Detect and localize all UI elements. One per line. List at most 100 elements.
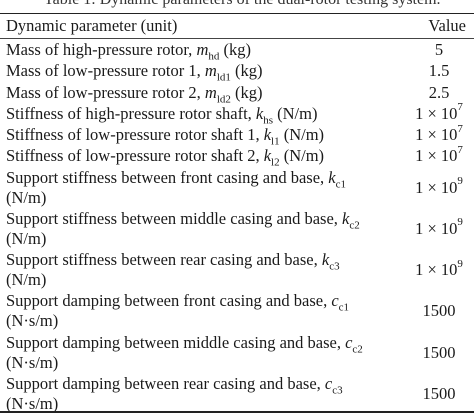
param-unit-line: (N·s/m) [6,311,59,331]
header-param: Dynamic parameter (unit) [6,16,178,35]
param-text: Support damping between rear casing and … [6,373,321,393]
symbol-letter: k [321,250,330,270]
param-symbol: kc3 [321,250,340,272]
param-symbol: cc3 [324,373,343,396]
param-unit-line: (N·s/m) [6,352,59,372]
table-body: Mass of high-pressure rotor, mhd (kg) 5 Ma… [0,39,474,414]
table-row: Support stiffness between rear casing an… [0,249,474,290]
param-cell: Support stiffness between front casing a… [6,168,346,208]
param-symbol: khs [255,103,274,127]
param-text: Stiffness of low-pressure rotor shaft 1, [6,125,260,145]
symbol-letter: c [331,291,339,311]
symbol-letter: k [255,103,264,123]
param-symbol: mhd [196,40,220,63]
value-cell: 1 × 109 [404,216,474,239]
param-cell: Support damping between middle casing an… [6,333,363,373]
symbol-letter: m [204,61,217,81]
param-line: Stiffness of high-pressure rotor shaft, … [6,103,317,127]
value-text: 1 × 10 [415,218,458,238]
param-cell: Support damping between front casing and… [6,291,349,331]
value-exponent: 9 [457,216,463,229]
symbol-subscript: hd [208,50,220,63]
value-exponent: 7 [457,122,463,135]
table-row: Stiffness of low-pressure rotor shaft 1,… [0,122,474,148]
symbol-subscript: ld1 [216,71,231,84]
param-cell: Stiffness of low-pressure rotor shaft 2,… [6,146,325,168]
param-text: Support stiffness between middle casing … [6,208,338,228]
value-cell: 1 × 107 [404,101,474,124]
value-text: 5 [434,40,444,59]
param-symbol: kl1 [264,125,280,148]
param-line: Support damping between middle casing an… [6,332,363,355]
value-exponent: 7 [457,101,463,114]
param-symbol: mld2 [205,83,231,105]
table-caption: Table 1: Dynamic parameters of the dual-… [44,0,441,9]
param-unit-line: (N/m) [6,228,47,248]
param-line: Stiffness of low-pressure rotor shaft 2,… [6,146,325,168]
value-exponent: 7 [457,143,463,156]
symbol-letter: c [324,373,333,393]
param-line: Mass of high-pressure rotor, mhd (kg) [6,40,251,63]
value-cell: 1 × 109 [404,175,474,198]
table-row: Mass of high-pressure rotor, mhd (kg) 5 [0,39,474,63]
table-row: Stiffness of high-pressure rotor shaft, … [0,101,474,127]
value-cell: 1500 [404,384,474,404]
symbol-subscript: l1 [271,135,280,148]
table-row: Support damping between rear casing and … [0,373,474,414]
table-row: Stiffness of low-pressure rotor shaft 2,… [0,143,474,168]
value-cell: 5 [404,40,474,60]
value-cell: 1500 [404,301,474,321]
symbol-letter: k [328,167,336,187]
symbol-letter: m [196,40,209,59]
symbol-subscript: c2 [352,342,363,355]
value-exponent: 9 [457,175,463,188]
param-unit: (N/m) [279,146,325,166]
symbol-subscript: hs [263,114,274,127]
param-text: Mass of high-pressure rotor, [6,40,193,59]
value-cell: 1 × 109 [404,258,474,280]
param-line: Stiffness of low-pressure rotor shaft 1,… [6,125,324,148]
value-text: 1 × 10 [415,260,458,280]
param-unit: (kg) [230,61,263,81]
param-cell: Stiffness of low-pressure rotor shaft 1,… [6,125,324,148]
param-text: Mass of low-pressure rotor 1, [6,61,201,81]
top-rule [0,13,474,14]
param-unit-line: (N·s/m) [6,393,59,413]
header-value: Value [428,16,466,35]
table-row: Support stiffness between front casing a… [0,167,474,208]
table-caption-clip: Table 1: Dynamic parameters of the dual-… [0,0,474,12]
value-text: 1500 [422,383,456,403]
param-text: Support damping between middle casing an… [6,332,341,352]
value-cell: 1 × 107 [404,122,474,145]
table-row: Mass of low-pressure rotor 1, mld1 (kg) 1… [0,60,474,84]
table-row: Support damping between middle casing an… [0,332,474,373]
symbol-subscript: l2 [271,156,280,169]
symbol-letter: k [342,208,350,228]
param-text: Stiffness of low-pressure rotor shaft 2, [6,146,260,166]
param-text: Support stiffness between front casing a… [6,167,325,187]
value-text: 1500 [422,342,456,362]
param-cell: Stiffness of high-pressure rotor shaft, … [6,103,317,127]
value-text: 1 × 10 [415,125,458,145]
value-text: 1500 [422,301,456,321]
param-text: Support stiffness between rear casing an… [6,250,318,270]
param-unit-line: (N/m) [6,187,47,207]
param-line: Support damping between front casing and… [6,291,349,313]
param-cell: Support stiffness between middle casing … [6,209,360,249]
param-line: Support damping between rear casing and … [6,373,343,396]
param-cell: Mass of low-pressure rotor 2, mld2 (kg) [6,82,263,105]
symbol-subscript: c1 [338,301,350,314]
param-cell: Support damping between rear casing and … [6,374,343,414]
param-symbol: cc2 [345,333,363,355]
param-cell: Mass of high-pressure rotor, mhd (kg) [6,40,251,63]
value-cell: 1 × 107 [404,143,474,166]
value-text: 1.5 [428,61,450,81]
bottom-rule [0,411,474,413]
symbol-subscript: c2 [349,219,360,232]
param-unit: (kg) [230,82,263,102]
table-row: Mass of low-pressure rotor 2, mld2 (kg) 2… [0,82,474,105]
table-row: Support damping between front casing and… [0,290,474,331]
value-cell: 2.5 [404,83,474,103]
param-symbol: kc2 [342,208,360,232]
param-line: Support stiffness between front casing a… [6,167,346,190]
